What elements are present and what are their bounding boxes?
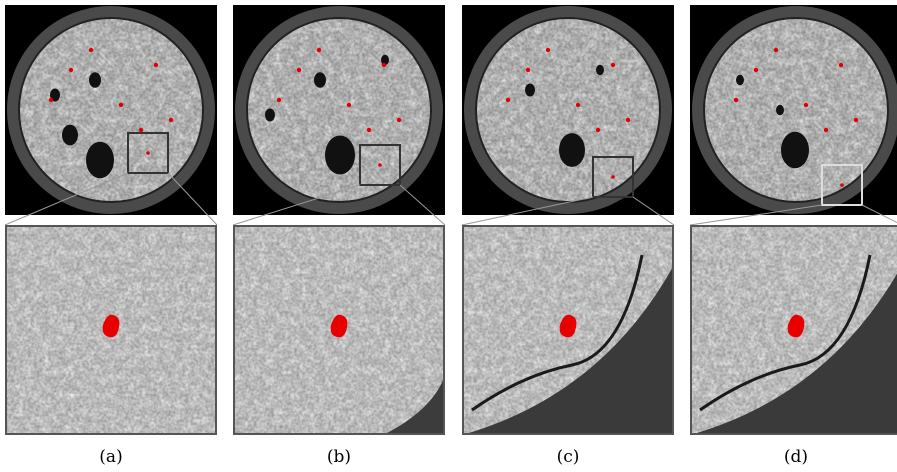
red-defect bbox=[49, 98, 53, 102]
void bbox=[265, 109, 275, 122]
red-defect bbox=[69, 68, 73, 72]
caption: (b) bbox=[327, 447, 351, 467]
red-defect bbox=[734, 98, 738, 102]
red-defect bbox=[367, 128, 371, 132]
red-defect bbox=[89, 48, 93, 52]
red-defect bbox=[139, 128, 143, 132]
void bbox=[596, 65, 604, 75]
red-defect bbox=[804, 103, 808, 107]
red-defect bbox=[146, 151, 150, 155]
zoom-view bbox=[5, 225, 217, 435]
red-defect bbox=[611, 63, 615, 67]
red-defect bbox=[626, 118, 630, 122]
void bbox=[89, 72, 101, 88]
red-defect bbox=[839, 63, 843, 67]
scan-texture-dark bbox=[20, 19, 202, 201]
red-defect bbox=[526, 68, 530, 72]
red-defect bbox=[506, 98, 510, 102]
panel: (a) bbox=[5, 5, 217, 467]
void bbox=[525, 84, 535, 97]
scan-texture-dark bbox=[705, 19, 887, 201]
red-defect bbox=[382, 63, 386, 67]
void bbox=[781, 132, 809, 168]
red-defect bbox=[596, 128, 600, 132]
red-defect bbox=[378, 163, 382, 167]
red-defect bbox=[854, 118, 858, 122]
caption: (c) bbox=[557, 447, 580, 467]
red-defect bbox=[840, 183, 844, 187]
void bbox=[559, 133, 585, 167]
void bbox=[86, 142, 114, 178]
red-defect bbox=[397, 118, 401, 122]
caption: (a) bbox=[99, 447, 122, 467]
red-defect bbox=[774, 48, 778, 52]
zoom-view bbox=[690, 225, 897, 435]
red-defect bbox=[611, 175, 615, 179]
void bbox=[325, 136, 355, 175]
red-defect bbox=[119, 103, 123, 107]
red-defect bbox=[154, 63, 158, 67]
panel: (c) bbox=[462, 5, 674, 467]
void bbox=[776, 105, 784, 115]
void bbox=[62, 125, 78, 146]
void bbox=[736, 75, 744, 85]
caption: (d) bbox=[784, 447, 808, 467]
red-defect bbox=[277, 98, 281, 102]
red-defect bbox=[347, 103, 351, 107]
panel: (d) bbox=[690, 5, 897, 467]
zoom-view bbox=[233, 225, 445, 435]
red-defect bbox=[169, 118, 173, 122]
red-defect bbox=[297, 68, 301, 72]
panel: (b) bbox=[233, 5, 445, 467]
red-defect bbox=[546, 48, 550, 52]
red-defect bbox=[824, 128, 828, 132]
scan-texture-dark bbox=[477, 19, 659, 201]
figure: (a) (b) (c) (d) bbox=[0, 0, 897, 472]
red-defect bbox=[317, 48, 321, 52]
red-defect bbox=[754, 68, 758, 72]
red-defect bbox=[576, 103, 580, 107]
void bbox=[314, 72, 326, 88]
zoom-view bbox=[462, 225, 674, 435]
